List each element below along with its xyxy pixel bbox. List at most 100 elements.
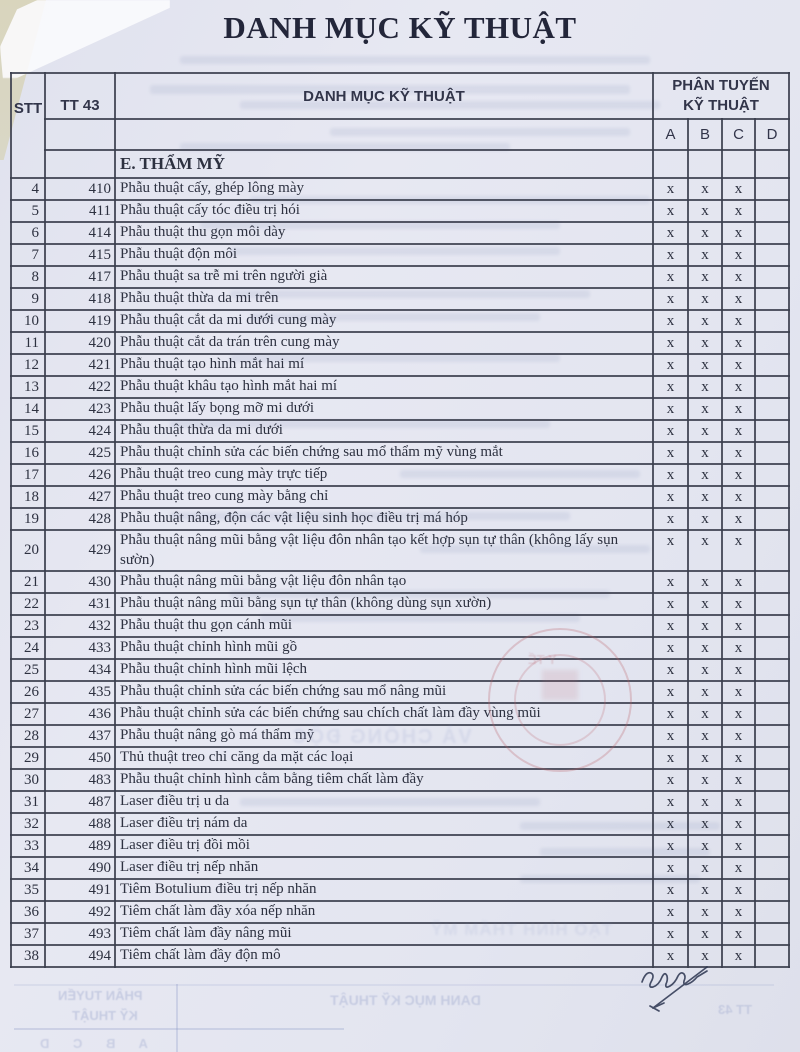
- tt43-cell: 433: [44, 636, 116, 660]
- tt43-cell: 427: [44, 485, 116, 509]
- handwritten-signature: [641, 966, 708, 1012]
- mark-cell-d: [753, 680, 791, 704]
- name-cell: Laser điều trị u da: [114, 790, 654, 814]
- mark-cell-c: x: [721, 221, 756, 245]
- stt-cell: 26: [10, 680, 46, 704]
- table-row: 5 411 Phẫu thuật cấy tóc điều trị hói x x x: [10, 199, 791, 223]
- table-row: 12 421 Phẫu thuật tạo hình mắt hai mí x x x: [10, 353, 791, 377]
- table-row: 22 431 Phẫu thuật nâng mũi bằng sụn tự thâ…: [10, 592, 791, 616]
- name-cell: Phẫu thuật thừa da mi trên: [114, 287, 654, 311]
- mark-cell-a: x: [652, 944, 689, 968]
- stt-cell: 33: [10, 834, 46, 858]
- mark-cell-d: [753, 177, 791, 201]
- tt43-cell: 422: [44, 375, 116, 399]
- tt43-cell: 428: [44, 507, 116, 531]
- table-row: 21 430 Phẫu thuật nâng mũi bằng vật liệu đ…: [10, 570, 791, 594]
- tt43-cell: 493: [44, 922, 116, 946]
- mark-cell-c: x: [721, 485, 756, 509]
- name-cell: Phẫu thuật cấy, ghép lông mày: [114, 177, 654, 201]
- mark-cell-d: [753, 570, 791, 594]
- name-cell: Tiêm chất làm đầy độn mô: [114, 944, 654, 968]
- mark-cell-d: [753, 397, 791, 421]
- mark-cell-a: x: [652, 221, 689, 245]
- mark-cell-c: x: [721, 834, 756, 858]
- table-row: 18 427 Phẫu thuật treo cung mày bằng chỉ x x…: [10, 485, 791, 509]
- mark-cell-d: [753, 944, 791, 968]
- mark-cell-b: x: [687, 592, 723, 616]
- tt43-cell: 431: [44, 592, 116, 616]
- mark-cell-b: x: [687, 265, 723, 289]
- mark-cell-d: [753, 221, 791, 245]
- stt-cell: 19: [10, 507, 46, 531]
- mark-cell-d: [753, 768, 791, 792]
- mark-cell-a: x: [652, 658, 689, 682]
- mark-cell-b: x: [687, 658, 723, 682]
- mark-cell-b: x: [687, 243, 723, 267]
- stt-cell: 18: [10, 485, 46, 509]
- mark-cell-b: x: [687, 746, 723, 770]
- mark-cell-a: x: [652, 856, 689, 880]
- table-row: 8 417 Phẫu thuật sa trễ mi trên người già x…: [10, 265, 791, 289]
- tt43-cell: 426: [44, 463, 116, 487]
- name-cell: Phẫu thuật lấy bọng mỡ mi dưới: [114, 397, 654, 421]
- table-row: 34 490 Laser điều trị nếp nhăn x x x: [10, 856, 791, 880]
- stt-cell: 16: [10, 441, 46, 465]
- mark-cell-b: x: [687, 812, 723, 836]
- name-cell: Tiêm Botulium điều trị nếp nhăn: [114, 878, 654, 902]
- mark-cell-a: x: [652, 529, 689, 572]
- mark-cell-a: x: [652, 746, 689, 770]
- stt-cell: 13: [10, 375, 46, 399]
- mark-cell-d: [753, 507, 791, 531]
- mark-cell-a: x: [652, 592, 689, 616]
- table-row: 24 433 Phẫu thuật chỉnh hình mũi gồ x x x: [10, 636, 791, 660]
- mark-cell-b: x: [687, 309, 723, 333]
- mark-cell-c: x: [721, 944, 756, 968]
- mark-cell-b: x: [687, 463, 723, 487]
- bleed-table-line: [14, 1028, 344, 1030]
- tt43-cell: 411: [44, 199, 116, 223]
- stt-cell: 10: [10, 309, 46, 333]
- mark-cell-b: x: [687, 768, 723, 792]
- tt43-cell: 423: [44, 397, 116, 421]
- page-title: DANH MỤC KỸ THUẬT: [223, 10, 577, 45]
- name-cell: Phẫu thuật thu gọn cánh mũi: [114, 614, 654, 638]
- stt-cell: 28: [10, 724, 46, 748]
- name-cell: Phẫu thuật sa trễ mi trên người già: [114, 265, 654, 289]
- mark-cell-a: x: [652, 570, 689, 594]
- name-cell: Phẫu thuật thừa da mi dưới: [114, 419, 654, 443]
- mark-cell-a: x: [652, 878, 689, 902]
- name-cell: Phẫu thuật cấy tóc điều trị hói: [114, 199, 654, 223]
- mark-cell-d: [753, 199, 791, 223]
- col-header-c: C: [721, 118, 756, 151]
- mark-cell-b: x: [687, 529, 723, 572]
- mark-cell-b: x: [687, 419, 723, 443]
- mark-cell-d: [753, 287, 791, 311]
- table-row: 10 419 Phẫu thuật cắt da mi dưới cung mày x…: [10, 309, 791, 333]
- table-row: 32 488 Laser điều trị nám da x x x: [10, 812, 791, 836]
- mark-cell-b: x: [687, 856, 723, 880]
- mark-cell-b: x: [687, 353, 723, 377]
- mark-cell-d: [753, 724, 791, 748]
- mark-cell-d: [753, 353, 791, 377]
- mark-cell-b: x: [687, 507, 723, 531]
- bleed-group-line2: KỸ THUẬT: [72, 1008, 138, 1023]
- mark-cell-a: x: [652, 900, 689, 924]
- mark-cell-c: x: [721, 900, 756, 924]
- mark-cell-b: x: [687, 221, 723, 245]
- mark-cell-b: x: [687, 331, 723, 355]
- table-row: 29 450 Thủ thuật treo chỉ căng da mặt các …: [10, 746, 791, 770]
- name-cell: Phẫu thuật chỉnh hình mũi gồ: [114, 636, 654, 660]
- mark-cell-a: x: [652, 331, 689, 355]
- table-row: 7 415 Phẫu thuật độn môi x x x: [10, 243, 791, 267]
- table-row: 16 425 Phẫu thuật chỉnh sửa các biến chứng…: [10, 441, 791, 465]
- stt-cell: 8: [10, 265, 46, 289]
- mark-cell-b: x: [687, 900, 723, 924]
- mark-cell-b: x: [687, 287, 723, 311]
- mark-cell-b: x: [687, 375, 723, 399]
- stt-cell: 22: [10, 592, 46, 616]
- tt43-cell: 429: [44, 529, 116, 572]
- stt-cell: 7: [10, 243, 46, 267]
- tt43-cell: 450: [44, 746, 116, 770]
- mark-cell-d: [753, 834, 791, 858]
- mark-cell-b: x: [687, 614, 723, 638]
